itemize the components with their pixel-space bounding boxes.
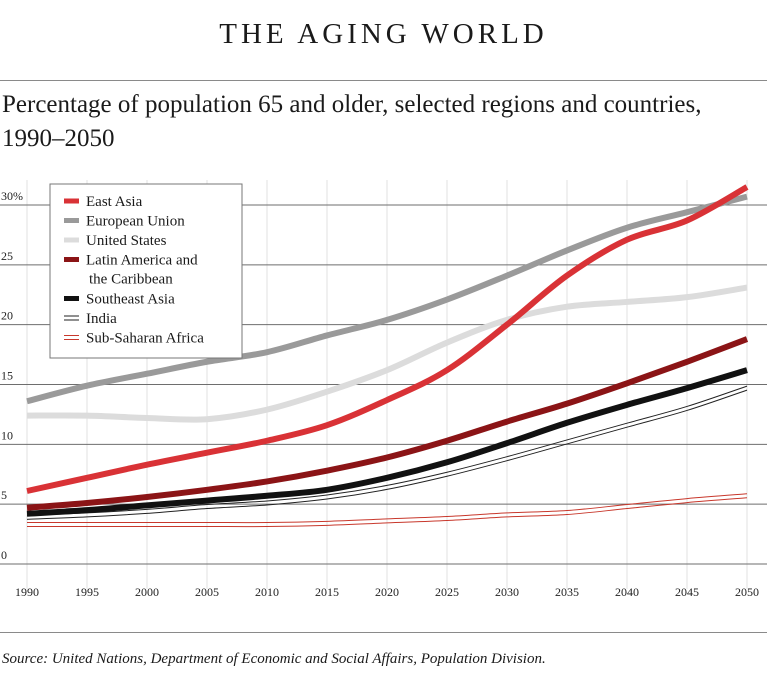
legend-label: United States (86, 233, 167, 249)
y-tick-label: 5 (1, 488, 7, 502)
x-tick-label: 2045 (675, 585, 699, 599)
x-tick-label: 1995 (75, 585, 99, 599)
legend-item-latin-america-and-the-caribbean: Latin America and the Caribbean (64, 253, 198, 288)
series-southeast-asia (26, 367, 748, 517)
series-line-european-union (26, 193, 748, 405)
legend-swatch (64, 198, 79, 204)
x-tick-label: 2010 (255, 585, 279, 599)
legend-item-united-states: United States (64, 233, 167, 249)
series-european-union (26, 193, 748, 405)
legend: East Asia European Union United States Lati… (49, 183, 243, 359)
chart-title: THE AGING WORLD (219, 18, 548, 50)
series-united-states (26, 284, 748, 423)
legend-item-european-union: European Union (64, 214, 185, 230)
y-axis-labels: 0 5 10 15 20 25 30% (1, 189, 23, 562)
series-line-india-1 (26, 385, 748, 516)
legend-swatch (64, 218, 79, 223)
bottom-divider (0, 632, 767, 633)
x-tick-label: 2005 (195, 585, 219, 599)
series-line-india-2 (26, 389, 748, 520)
series-line-sub-saharan-africa-2 (26, 497, 748, 528)
legend-swatch (64, 257, 79, 262)
legend-label: European Union (86, 214, 185, 230)
y-tick-label: 20 (1, 309, 13, 323)
legend-label: the Caribbean (89, 272, 173, 288)
series-lines (26, 184, 749, 528)
series-east-asia (26, 184, 749, 494)
top-divider (0, 80, 767, 81)
legend-label: Sub-Saharan Africa (86, 331, 204, 347)
y-tick-label: 25 (1, 249, 13, 263)
x-tick-label: 2025 (435, 585, 459, 599)
y-tick-label: 10 (1, 428, 13, 442)
y-tick-label: 30% (1, 189, 23, 203)
legend-item-east-asia: East Asia (64, 194, 143, 210)
series-line-sub-saharan-africa-1 (27, 493, 748, 524)
legend-label: Latin America and (86, 253, 198, 269)
x-axis-labels: 1990 1995 2000 2005 2010 2015 2020 2025 2030 2035… (15, 585, 759, 599)
x-tick-label: 2015 (315, 585, 339, 599)
x-tick-label: 2040 (615, 585, 639, 599)
x-tick-label: 2030 (495, 585, 519, 599)
x-tick-label: 2000 (135, 585, 159, 599)
legend-box (49, 183, 243, 359)
source-note: Source: United Nations, Department of Ec… (2, 651, 546, 667)
legend-item-sub-saharan-africa: Sub-Saharan Africa (64, 331, 204, 347)
legend-label: Southeast Asia (86, 292, 175, 308)
series-latin-america-and-the-caribbean (26, 336, 749, 511)
series-line-united-states (26, 284, 748, 423)
subtitle-line-2: 1990–2050 (2, 125, 115, 152)
y-tick-label: 15 (1, 369, 13, 383)
legend-item-india: India (64, 311, 117, 327)
subtitle-line-1: Percentage of population 65 and older, s… (2, 91, 702, 118)
legend-item-southeast-asia: Southeast Asia (64, 292, 175, 308)
series-india (26, 385, 748, 520)
x-tick-label: 1990 (15, 585, 39, 599)
series-sub-saharan-africa (26, 493, 748, 528)
chart-subtitle: Percentage of population 65 and older, s… (2, 88, 767, 156)
series-line-southeast-asia (26, 367, 748, 517)
y-tick-label: 0 (1, 548, 7, 562)
x-tick-label: 2035 (555, 585, 579, 599)
legend-swatch (64, 296, 79, 301)
x-tick-label: 2020 (375, 585, 399, 599)
x-tick-label: 2050 (735, 585, 759, 599)
legend-label: India (86, 311, 117, 327)
legend-label: East Asia (86, 194, 143, 210)
series-line-east-asia (26, 184, 749, 494)
legend-swatch (64, 237, 79, 243)
series-line-latin-america-and-the-caribbean (26, 336, 749, 511)
